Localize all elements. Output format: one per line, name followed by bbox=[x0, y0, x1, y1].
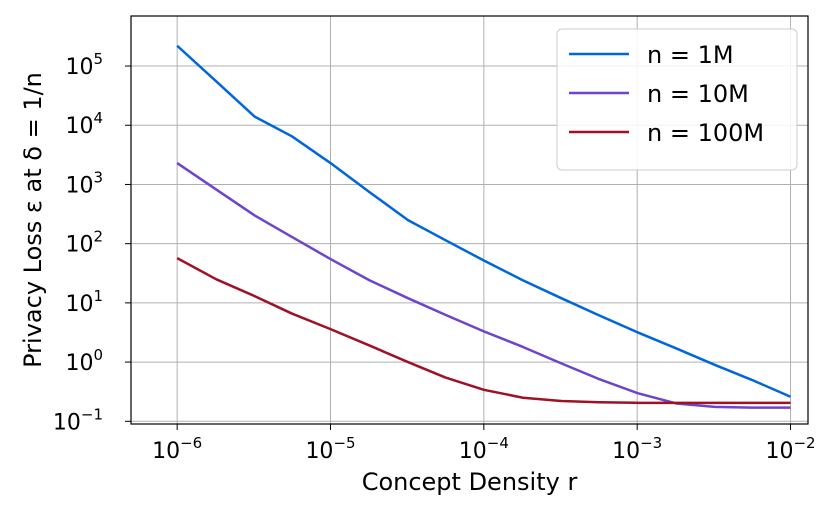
legend-label: n = 100M bbox=[647, 119, 764, 147]
x-tick-label: 10−4 bbox=[459, 434, 509, 464]
legend-label: n = 10M bbox=[647, 80, 749, 108]
series-line-1 bbox=[176, 44, 792, 398]
y-tick-label: 100 bbox=[65, 346, 103, 376]
grid bbox=[131, 16, 808, 424]
x-axis: 10−6 10−5 10−4 10−3 10−2 bbox=[152, 424, 816, 464]
x-tick-label: 10−5 bbox=[305, 434, 355, 464]
legend-box bbox=[556, 28, 798, 171]
x-tick-label: 10−6 bbox=[152, 434, 202, 464]
series-group bbox=[176, 44, 792, 409]
legend: n = 1M n = 10M n = 100M bbox=[556, 28, 798, 171]
series-line-2 bbox=[176, 162, 791, 409]
y-tick-label: 105 bbox=[65, 50, 103, 80]
y-tick-label: 102 bbox=[65, 228, 103, 258]
x-tick-label: 10−3 bbox=[612, 434, 662, 464]
y-tick-label: 101 bbox=[65, 287, 103, 317]
legend-label: n = 1M bbox=[647, 41, 734, 69]
y-tick-label: 10−1 bbox=[53, 405, 103, 435]
x-tick-label: 10−2 bbox=[765, 434, 815, 464]
y-axis-title: Privacy Loss ε at δ = 1/n bbox=[19, 72, 47, 368]
y-tick-label: 104 bbox=[65, 109, 103, 139]
x-axis-title: Concept Density r bbox=[362, 468, 578, 496]
y-tick-label: 103 bbox=[65, 168, 103, 198]
plot-frame bbox=[130, 15, 809, 425]
series-line-3 bbox=[176, 257, 791, 405]
y-axis: 10−1 100 101 102 103 104 105 bbox=[53, 50, 131, 435]
